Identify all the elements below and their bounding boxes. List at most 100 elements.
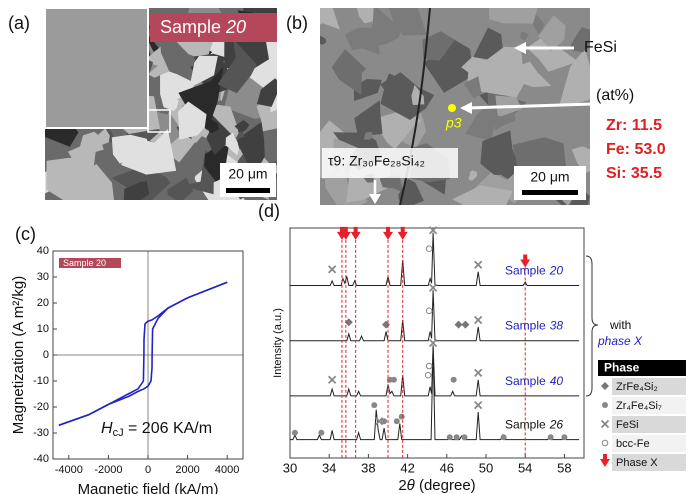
grain xyxy=(538,15,566,52)
legend-label: bcc-Fe xyxy=(616,438,650,450)
marker xyxy=(328,375,337,384)
grain xyxy=(178,66,224,131)
scale-text: 20 μm xyxy=(228,166,267,182)
grain xyxy=(452,185,513,205)
x-tick-label: 30 xyxy=(283,460,297,475)
phase-label: FeSi xyxy=(584,39,617,56)
marker xyxy=(600,454,610,467)
label-box xyxy=(322,148,458,178)
grain xyxy=(235,122,265,174)
inset xyxy=(44,7,149,129)
plot-frame xyxy=(289,227,585,459)
marker xyxy=(428,338,438,348)
grain xyxy=(331,49,367,95)
x-tick-label: 0 xyxy=(145,464,151,476)
data-line xyxy=(58,281,228,426)
grain xyxy=(488,8,538,24)
grain xyxy=(196,43,207,52)
x-tick-label: 2000 xyxy=(175,464,199,476)
y-tick-label: -20 xyxy=(33,401,49,413)
grain xyxy=(217,38,257,94)
marker xyxy=(474,260,483,269)
grain xyxy=(568,27,590,53)
data-line xyxy=(290,345,580,397)
marker xyxy=(520,254,531,268)
grain xyxy=(261,74,269,82)
marker xyxy=(425,245,433,252)
grain xyxy=(178,101,207,140)
grain xyxy=(468,170,478,181)
marker xyxy=(474,368,483,378)
grain xyxy=(367,8,402,49)
marker xyxy=(602,402,608,408)
x-axis-label: Magnetic field (kA/m) xyxy=(78,481,219,494)
y-tick-label: 40 xyxy=(37,245,49,257)
grain xyxy=(476,46,525,98)
panel-label: (d) xyxy=(258,201,280,221)
grain xyxy=(464,75,483,99)
x-tick-label: 54 xyxy=(518,460,532,475)
legend-row xyxy=(612,397,686,414)
panel-label: (a) xyxy=(8,13,30,33)
sample-word: Sample xyxy=(160,17,221,37)
label-part: = 206 KA/m xyxy=(124,420,213,437)
sample-word: Sample xyxy=(505,264,546,278)
marker xyxy=(425,307,433,315)
grain xyxy=(160,68,196,108)
grain xyxy=(162,99,179,111)
grain xyxy=(520,31,530,41)
unit-label: (at%) xyxy=(596,87,634,104)
x-tick-label: 58 xyxy=(557,460,571,475)
marker xyxy=(461,320,470,329)
label-part: θ xyxy=(407,477,415,494)
grain xyxy=(480,130,523,175)
y-axis-label: Magnetization (A m²/kg) xyxy=(10,276,27,434)
grain xyxy=(532,12,545,35)
y-tick-label: 0 xyxy=(43,349,49,361)
grain xyxy=(389,8,427,36)
marker xyxy=(474,400,483,410)
composition: Fe: 53.0 xyxy=(606,141,666,158)
label-part: cJ xyxy=(113,427,124,439)
marker xyxy=(350,226,361,240)
grain xyxy=(411,84,425,105)
panel-label: (b) xyxy=(286,13,308,33)
marker xyxy=(340,226,351,240)
point-marker xyxy=(448,104,456,112)
grain xyxy=(423,35,473,93)
arrow-head xyxy=(460,102,472,114)
marker xyxy=(383,226,393,240)
sample-number: 26 xyxy=(549,418,564,432)
x-tick-label: 4000 xyxy=(215,464,239,476)
sample-number: 38 xyxy=(550,319,564,333)
marker xyxy=(561,434,568,441)
marker xyxy=(382,320,391,329)
y-tick-label: -40 xyxy=(33,453,49,465)
grain xyxy=(320,8,340,30)
legend-header xyxy=(598,360,686,376)
inset-marker xyxy=(147,109,171,133)
grain xyxy=(97,128,110,146)
arrow-head xyxy=(514,42,526,54)
grain xyxy=(234,120,250,135)
marker xyxy=(454,320,463,329)
point-label: p3 xyxy=(445,115,462,131)
marker xyxy=(453,434,460,441)
legend-text: Sample 20 xyxy=(63,258,106,268)
marker xyxy=(328,265,337,274)
y-axis-label: Intensity (a.u.) xyxy=(272,308,284,378)
marker xyxy=(393,418,400,425)
marker xyxy=(344,318,353,327)
marker xyxy=(375,417,384,426)
label: 2θ (degree) xyxy=(398,477,475,494)
scale-text: 20 μm xyxy=(530,169,569,185)
arrow-head xyxy=(369,194,381,204)
marker xyxy=(428,283,438,292)
grain xyxy=(354,100,383,136)
sample-word: Sample xyxy=(505,319,546,333)
grain xyxy=(123,181,150,200)
marker xyxy=(424,371,432,379)
marker xyxy=(371,402,378,409)
y-tick-label: 10 xyxy=(37,323,49,335)
